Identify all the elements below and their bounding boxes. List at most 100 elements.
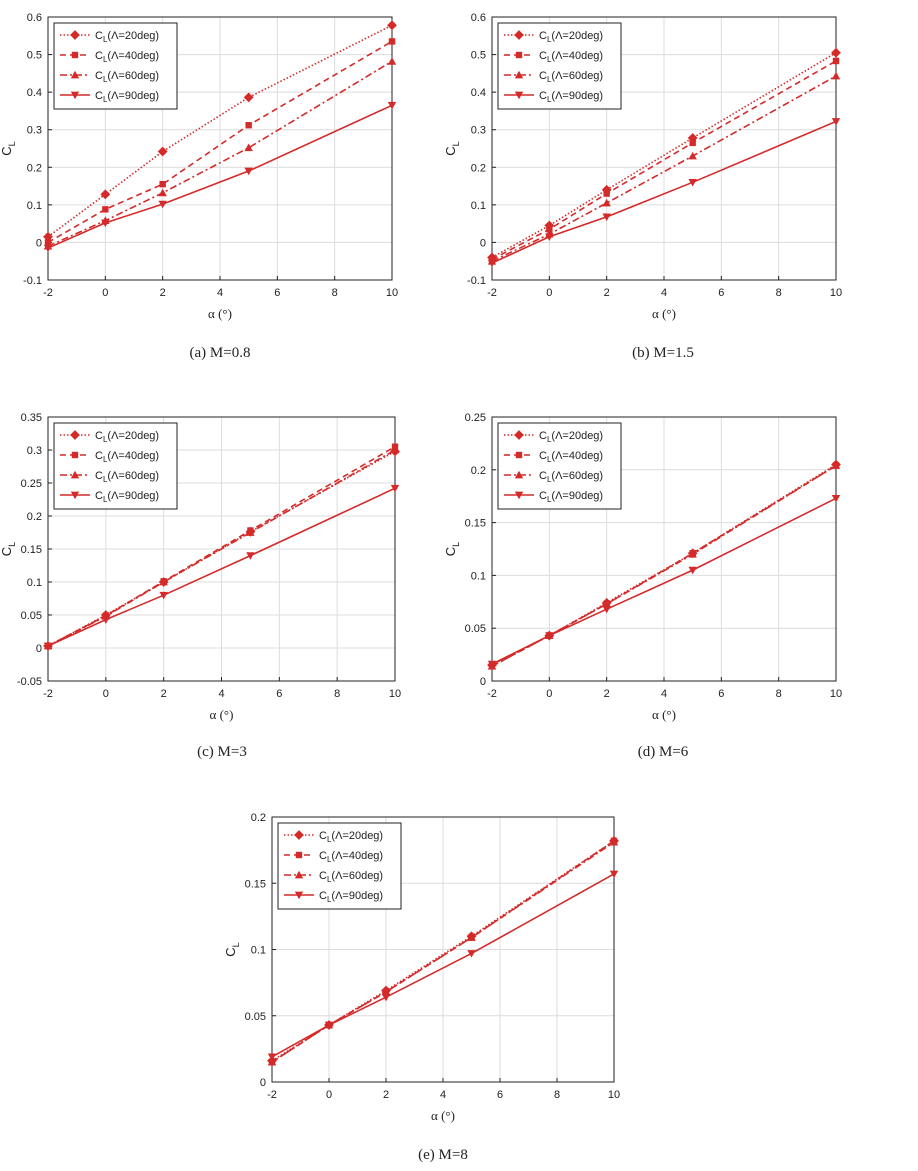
legend-label: CL(Λ=60deg): [539, 470, 603, 484]
x-tick-label: 10: [389, 688, 401, 700]
x-tick-label: 6: [718, 688, 724, 700]
legend: CL(Λ=20deg) CL(Λ=40deg) CL(Λ=60deg) CL(Λ=90…: [53, 22, 178, 110]
y-tick-label: -0.1: [23, 275, 42, 287]
series-0: [43, 20, 397, 242]
legend-label: CL(Λ=90deg): [539, 490, 603, 504]
x-tick-label: 6: [276, 688, 282, 700]
x-axis-label: α (°): [652, 306, 676, 321]
legend: CL(Λ=20deg) CL(Λ=40deg) CL(Λ=60deg) CL(Λ=90…: [497, 422, 622, 510]
legend-marker: [294, 830, 304, 840]
legend-marker: [294, 870, 304, 879]
y-tick-label: 0.25: [465, 412, 486, 424]
legend-marker: [514, 70, 524, 79]
legend-marker: [295, 851, 303, 859]
data-point: [159, 577, 168, 586]
data-point: [390, 445, 400, 454]
data-point: [689, 139, 696, 147]
data-point: [102, 206, 109, 213]
data-point: [688, 566, 697, 575]
y-tick-label: 0.05: [245, 1011, 266, 1023]
x-tick-label: 2: [604, 688, 610, 700]
legend-marker: [294, 891, 304, 900]
data-point: [467, 933, 476, 941]
legend-label: CL(Λ=40deg): [319, 850, 383, 864]
y-tick-label: 0.4: [27, 87, 42, 99]
legend-marker: [70, 30, 80, 40]
series-line: [271, 841, 615, 1063]
legend-marker: [515, 51, 523, 59]
x-tick-label: 2: [161, 688, 167, 700]
data-point: [688, 178, 697, 187]
y-axis-label: CL: [443, 141, 461, 155]
x-tick-label: 10: [608, 1089, 620, 1101]
data-point: [243, 92, 254, 103]
legend-marker: [514, 30, 524, 40]
data-point: [267, 1057, 277, 1066]
data-point: [246, 552, 255, 560]
legend-label: CL(Λ=90deg): [539, 90, 603, 104]
x-tick-label: 4: [661, 688, 667, 700]
legend-label: CL(Λ=40deg): [539, 50, 603, 64]
y-tick-label: 0.1: [27, 200, 42, 212]
x-tick-label: 2: [160, 287, 166, 299]
y-tick-label: 0.3: [27, 445, 42, 457]
axes-frame: [47, 16, 393, 281]
data-point: [688, 550, 697, 558]
x-tick-label: 8: [334, 688, 340, 700]
x-tick-label: 6: [274, 287, 280, 299]
legend-marker: [70, 430, 80, 440]
x-tick-label: 4: [218, 688, 224, 700]
data-point: [158, 200, 167, 209]
chart-panel-e: -2 0 2 4 6 8 1000.050.10.150.2CL(Λ=20deg)CL(Λ=…: [223, 812, 620, 1163]
data-point: [159, 180, 166, 188]
x-tick-label: -2: [487, 287, 497, 299]
data-point: [101, 219, 110, 228]
x-tick-label: -2: [43, 287, 53, 299]
x-tick-label: 8: [332, 287, 338, 299]
x-tick-label: 4: [217, 287, 223, 299]
x-tick-label: 0: [102, 287, 108, 299]
series-line: [491, 75, 837, 262]
data-point: [388, 38, 396, 45]
x-tick-label: 4: [440, 1089, 446, 1101]
data-point: [487, 259, 497, 268]
data-point: [602, 599, 611, 608]
data-point: [602, 605, 611, 614]
chart-caption: (b) M=1.5: [632, 345, 694, 361]
y-tick-label: 0: [36, 643, 42, 655]
chart-panel-b: -2 0 2 4 6 8 10 -0.1 0 0.1 0.2 0.3 0.4 0.5 0.6 CL(Λ=20d…: [443, 12, 842, 361]
chart-caption: (a) M=0.8: [190, 345, 251, 361]
axes-frame: [47, 416, 396, 682]
legend-label: CL(Λ=20deg): [95, 30, 159, 44]
x-tick-label: 6: [718, 287, 724, 299]
series-line: [47, 40, 393, 244]
data-point: [43, 642, 53, 651]
x-tick-label: 4: [661, 287, 667, 299]
data-point: [387, 57, 397, 65]
data-point: [545, 233, 554, 241]
x-tick-label: 10: [386, 287, 398, 299]
x-tick-label: 0: [546, 287, 552, 299]
y-tick-label: 0.15: [21, 544, 42, 556]
axes-frame: [271, 816, 615, 1083]
series-3: [487, 494, 841, 669]
x-tick-label: -2: [267, 1089, 277, 1101]
legend-label: CL(Λ=60deg): [95, 70, 159, 84]
chart-panel-d: -2 0 2 4 6 8 1000.050.10.150.20.25CL(Λ=20deg)C…: [443, 412, 842, 760]
y-tick-label: 0.2: [251, 812, 266, 824]
legend-label: CL(Λ=20deg): [539, 30, 603, 44]
y-tick-label: 0: [480, 676, 486, 688]
x-tick-label: 10: [830, 688, 842, 700]
x-axis-label: α (°): [431, 1108, 455, 1123]
x-tick-label: 0: [103, 688, 109, 700]
legend-marker: [514, 470, 524, 479]
data-point: [831, 494, 841, 503]
y-tick-label: 0.6: [27, 12, 42, 24]
legend-marker: [71, 51, 79, 59]
legend-marker: [514, 430, 524, 440]
series-line: [47, 24, 393, 238]
series-3: [487, 118, 841, 268]
y-tick-label: 0.1: [471, 570, 486, 582]
legend: CL(Λ=20deg) CL(Λ=40deg) CL(Λ=60deg) CL(Λ=90…: [53, 422, 178, 510]
